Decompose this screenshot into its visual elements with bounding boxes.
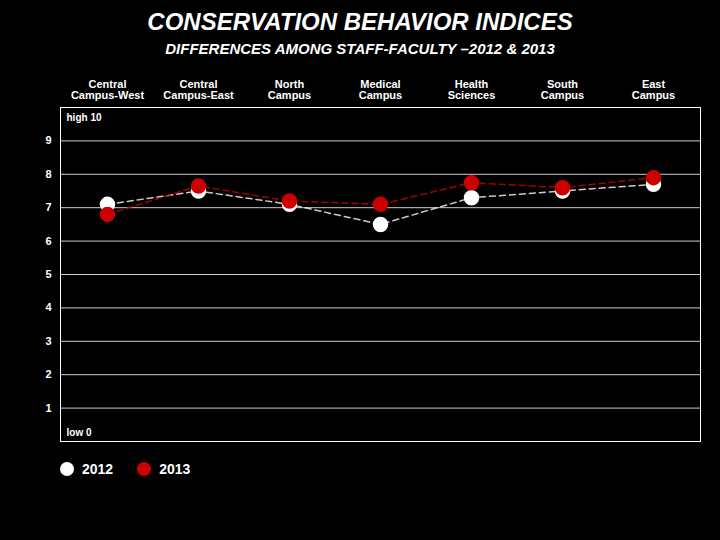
svg-text:NorthCampus: NorthCampus xyxy=(268,78,311,101)
svg-text:HealthSciences: HealthSciences xyxy=(448,78,496,101)
svg-text:CentralCampus-West: CentralCampus-West xyxy=(71,78,144,101)
svg-text:SouthCampus: SouthCampus xyxy=(541,78,584,101)
html-text:CONSERVATION BEHAVIOR INDICES: CONSERVATION BEHAVIOR INDICES xyxy=(147,8,573,35)
svg-text:4: 4 xyxy=(45,301,52,313)
svg-text:3: 3 xyxy=(45,335,51,347)
html-text:2013: 2013 xyxy=(159,461,191,477)
svg-text:EastCampus: EastCampus xyxy=(632,78,675,101)
svg-text:8: 8 xyxy=(45,168,51,180)
svg-text:5: 5 xyxy=(45,268,51,280)
svg-text:7: 7 xyxy=(45,201,51,213)
html-text:2012: 2012 xyxy=(82,461,114,477)
svg-text:high 10: high 10 xyxy=(67,112,102,123)
svg-text:2: 2 xyxy=(45,368,51,380)
svg-text:6: 6 xyxy=(45,235,51,247)
svg-text:9: 9 xyxy=(45,134,51,146)
svg-text:CentralCampus-East: CentralCampus-East xyxy=(163,78,234,101)
svg-text:1: 1 xyxy=(45,402,51,414)
html-text:DIFFERENCES AMONG STAFF-FACULT: DIFFERENCES AMONG STAFF-FACULTY –2012 & … xyxy=(165,40,555,57)
svg-text:low 0: low 0 xyxy=(67,427,92,438)
svg-text:MedicalCampus: MedicalCampus xyxy=(359,78,402,101)
